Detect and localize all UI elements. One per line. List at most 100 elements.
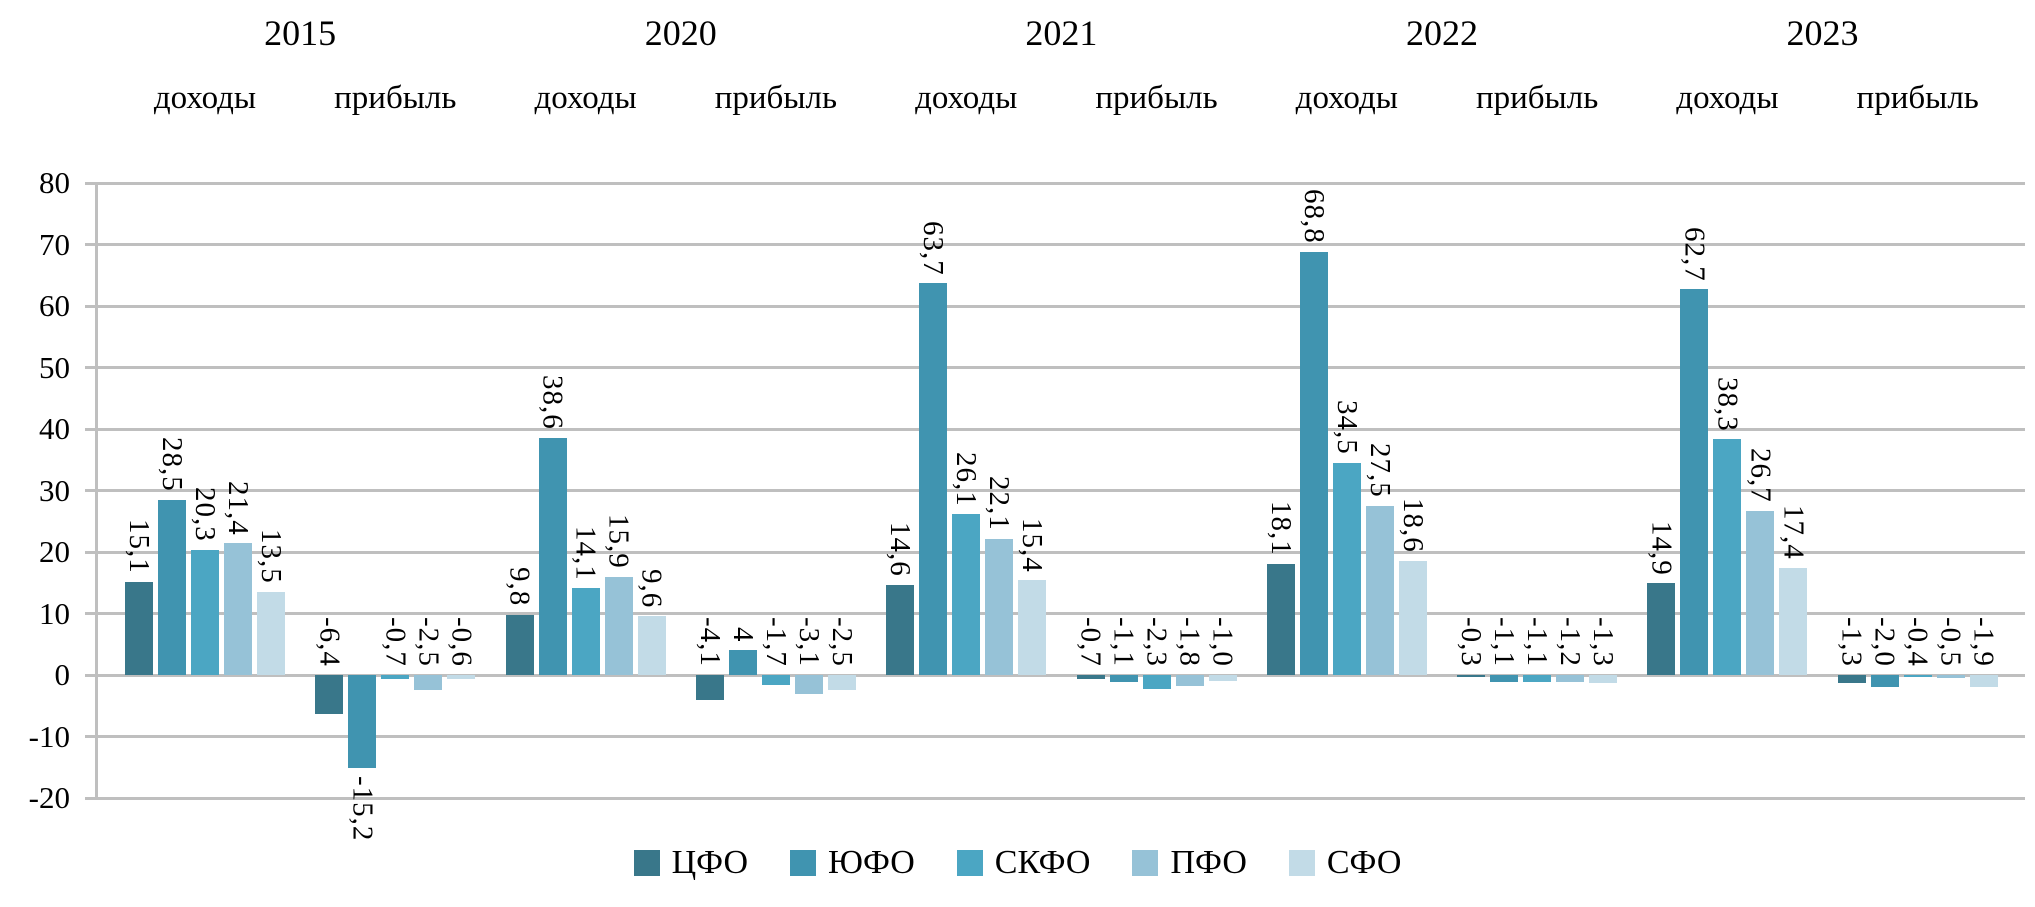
bar-value-label: 18,1	[1264, 500, 1297, 556]
bar-value-label: -0,7	[1074, 617, 1107, 667]
bar-ЦФО	[125, 582, 153, 675]
bar-ЮФО	[1490, 675, 1519, 682]
gridline	[95, 796, 2025, 800]
y-axis-tick	[85, 796, 95, 800]
y-axis-tick-label: -20	[28, 780, 70, 815]
bar-value-label: 15,9	[602, 514, 635, 570]
bar-СФО	[1018, 580, 1047, 675]
legend-swatch	[1288, 850, 1315, 876]
bar-ПФО	[1936, 675, 1965, 679]
year-label: 2020	[644, 13, 717, 53]
bar-ЮФО	[1870, 675, 1899, 688]
gridline	[95, 366, 2025, 369]
bar-value-label: -2,0	[1868, 617, 1901, 667]
bar-value-label: -1,8	[1173, 617, 1206, 667]
bar-ЮФО	[538, 437, 567, 675]
bar-СФО	[637, 615, 666, 675]
bar-value-label: 14,1	[569, 525, 602, 581]
bar-value-label: 26,7	[1744, 448, 1777, 503]
bar-СКФО	[761, 675, 790, 686]
gridline	[95, 489, 2025, 492]
bar-ЦФО	[1457, 675, 1486, 677]
bar-value-label: 9,6	[635, 568, 668, 608]
metric-label: прибыль	[334, 80, 457, 116]
y-axis-tick-label: 0	[54, 657, 71, 692]
bar-value-label: -0,7	[379, 617, 412, 667]
bar-ПФО	[604, 577, 633, 675]
bar-value-label: 22,1	[983, 476, 1016, 532]
bar-ЮФО	[158, 499, 186, 675]
bar-value-label: 68,8	[1297, 189, 1330, 244]
bar-value-label: 38,3	[1711, 376, 1744, 432]
bar-ЦФО	[505, 614, 534, 675]
bar-value-label: 62,7	[1678, 226, 1711, 282]
bar-ЮФО	[1299, 251, 1328, 675]
bar-ЦФО	[315, 675, 344, 715]
metric-label: доходы	[534, 80, 637, 116]
metric-label: прибыль	[1475, 80, 1599, 116]
legend-label: ПФО	[1170, 844, 1247, 881]
y-axis-tick	[85, 612, 95, 615]
bar-ЦФО	[1837, 675, 1866, 683]
bar-value-label: -3,1	[792, 617, 825, 667]
bar-value-label: -1,7	[759, 617, 792, 667]
metric-label: прибыль	[1856, 80, 1979, 116]
gridline	[95, 673, 2025, 677]
bar-ЦФО	[1076, 675, 1105, 680]
bar-СКФО	[1523, 675, 1552, 682]
bar-СФО	[1398, 560, 1427, 675]
legend-item-ПФО: ПФО	[1132, 844, 1247, 882]
bar-СФО	[1589, 675, 1618, 683]
metric-label: доходы	[153, 80, 257, 116]
legend-item-СКФО: СКФО	[956, 844, 1091, 882]
bar-СФО	[1779, 567, 1808, 675]
gridline	[95, 735, 2025, 738]
bar-ЦФО	[1647, 583, 1676, 675]
bar-value-label: 14,6	[884, 522, 917, 578]
bar-СКФО	[571, 588, 600, 675]
bar-ПФО	[1556, 675, 1585, 683]
bar-value-label: 38,6	[536, 374, 569, 430]
bar-ЮФО	[919, 283, 948, 675]
y-axis-tick	[85, 673, 95, 677]
bar-value-label: -0,6	[445, 617, 478, 667]
bar-СФО	[257, 591, 285, 675]
gridline	[95, 243, 2025, 246]
legend-item-ЦФО: ЦФО	[633, 844, 748, 882]
y-axis-tick	[85, 735, 95, 738]
bar-value-label: -1,9	[1967, 617, 2000, 667]
y-axis-tick	[85, 304, 95, 308]
bar-value-label: 4	[726, 626, 759, 643]
bar-value-label: -2,3	[1140, 617, 1173, 667]
legend-label: СКФО	[994, 844, 1091, 881]
legend-label: ЮФО	[828, 844, 915, 881]
y-axis-tick	[85, 181, 95, 185]
bar-value-label: -1,0	[1206, 617, 1239, 667]
bar-value-label: 21,4	[222, 480, 254, 536]
y-axis-line	[95, 181, 98, 800]
bar-value-label: -4,1	[693, 617, 726, 667]
legend-swatch	[956, 850, 983, 876]
y-axis-tick-label: 30	[39, 472, 70, 508]
bar-value-label: 34,5	[1330, 400, 1363, 455]
gridline	[95, 612, 2025, 615]
gridline	[95, 181, 2025, 185]
bar-СКФО	[1332, 462, 1361, 675]
bar-value-label: 9,8	[503, 567, 536, 607]
y-axis-tick	[85, 427, 95, 431]
bar-СФО	[447, 675, 476, 679]
bar-value-label: -1,3	[1587, 617, 1620, 667]
metric-label: доходы	[1676, 80, 1779, 116]
gridline	[95, 427, 2025, 431]
metric-label: прибыль	[1095, 80, 1218, 116]
bar-ПФО	[1365, 505, 1394, 675]
bar-ЦФО	[695, 675, 724, 701]
bar-value-label: -2,5	[412, 617, 445, 667]
bar-value-label: -0,5	[1934, 617, 1967, 667]
metric-label: доходы	[915, 80, 1018, 116]
year-label: 2021	[1025, 13, 1098, 53]
bar-ПФО	[1175, 675, 1204, 687]
legend-label: ЦФО	[671, 844, 748, 881]
y-axis-tick	[85, 243, 95, 246]
